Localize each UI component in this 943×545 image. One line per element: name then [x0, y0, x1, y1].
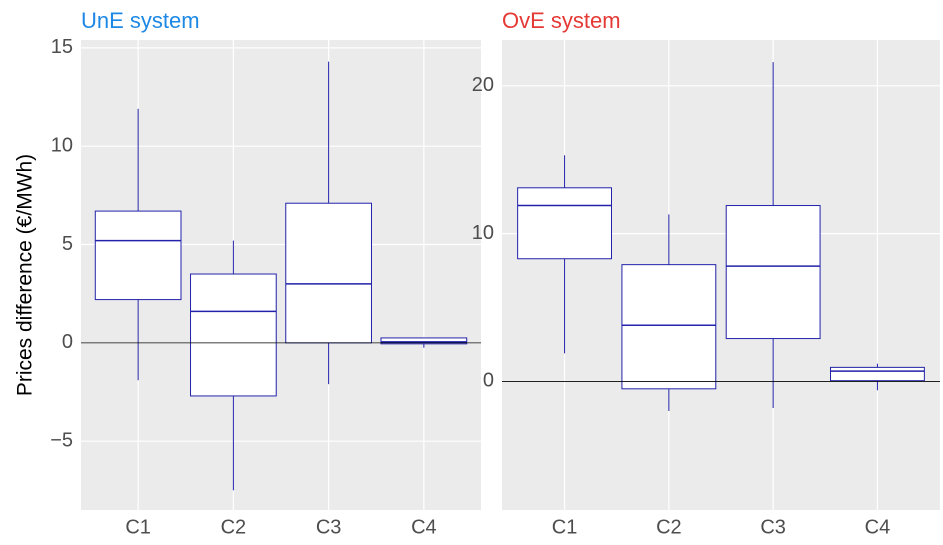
- y-axis-label: Prices difference (€/MWh): [14, 154, 37, 396]
- box: [830, 366, 925, 382]
- y-tick-label: 0: [483, 370, 494, 392]
- chart-title: UnE system: [81, 8, 200, 33]
- y-tick-label: 10: [472, 222, 494, 244]
- chart-title: OvE system: [502, 8, 621, 33]
- y-tick-label: 15: [51, 36, 73, 58]
- x-tick-label: C2: [221, 516, 247, 538]
- x-tick-label: C1: [552, 516, 578, 538]
- y-tick-label: −5: [50, 429, 73, 451]
- y-tick-label: 5: [62, 233, 73, 255]
- box: [517, 187, 613, 260]
- x-tick-label: C4: [865, 516, 891, 538]
- y-tick-label: 0: [62, 331, 73, 353]
- y-tick-label: 10: [51, 134, 73, 156]
- box: [94, 210, 182, 301]
- y-tick-label: 20: [472, 74, 494, 96]
- box: [621, 264, 717, 390]
- x-tick-label: C4: [411, 516, 437, 538]
- x-tick-label: C1: [125, 516, 151, 538]
- x-tick-label: C3: [316, 516, 342, 538]
- plot-background: [502, 40, 940, 510]
- x-tick-label: C2: [656, 516, 682, 538]
- x-tick-label: C3: [760, 516, 786, 538]
- box: [190, 273, 277, 397]
- box: [285, 202, 372, 344]
- box: [725, 205, 821, 340]
- box: [380, 337, 468, 345]
